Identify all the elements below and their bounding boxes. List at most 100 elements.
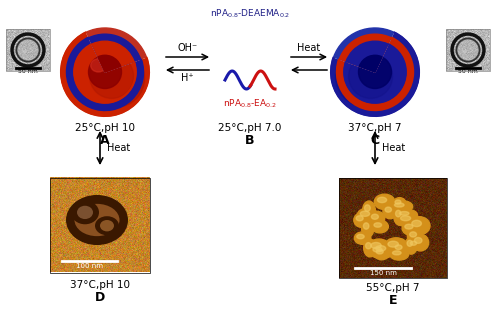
Text: C: C <box>370 134 380 147</box>
Text: 25°C,pH 7.0: 25°C,pH 7.0 <box>218 123 282 133</box>
Ellipse shape <box>74 204 120 236</box>
Text: 25°C,pH 10: 25°C,pH 10 <box>75 123 135 133</box>
Ellipse shape <box>66 195 128 245</box>
Ellipse shape <box>372 220 388 233</box>
Text: A: A <box>100 134 110 147</box>
Ellipse shape <box>336 46 397 107</box>
Ellipse shape <box>408 229 422 244</box>
Ellipse shape <box>72 200 122 240</box>
Text: Heat: Heat <box>107 143 130 153</box>
Ellipse shape <box>385 207 392 212</box>
Ellipse shape <box>383 204 397 219</box>
Text: Heat: Heat <box>382 143 405 153</box>
Ellipse shape <box>372 243 394 258</box>
Ellipse shape <box>374 194 395 210</box>
Wedge shape <box>86 28 146 72</box>
Ellipse shape <box>90 55 134 98</box>
Ellipse shape <box>61 28 149 116</box>
Ellipse shape <box>394 203 404 207</box>
Ellipse shape <box>364 239 376 257</box>
Ellipse shape <box>344 41 406 103</box>
Text: E: E <box>389 294 397 307</box>
Text: nPA$_{0.8}$-EA$_{0.2}$: nPA$_{0.8}$-EA$_{0.2}$ <box>223 98 277 111</box>
Ellipse shape <box>90 59 106 72</box>
Ellipse shape <box>364 205 370 211</box>
Bar <box>339 178 447 278</box>
Text: 150 nm: 150 nm <box>370 270 396 276</box>
Text: D: D <box>95 291 105 304</box>
Bar <box>6 29 50 71</box>
Ellipse shape <box>410 241 416 245</box>
Ellipse shape <box>412 234 428 251</box>
Wedge shape <box>328 23 396 72</box>
Ellipse shape <box>368 239 390 256</box>
Wedge shape <box>340 34 391 72</box>
Ellipse shape <box>100 220 114 231</box>
Text: 37°C,pH 10: 37°C,pH 10 <box>70 280 130 290</box>
Ellipse shape <box>410 232 416 237</box>
Ellipse shape <box>395 245 402 249</box>
Wedge shape <box>89 34 141 72</box>
Ellipse shape <box>373 247 382 252</box>
Ellipse shape <box>408 217 430 235</box>
Ellipse shape <box>357 234 364 239</box>
Wedge shape <box>334 28 394 72</box>
Ellipse shape <box>360 57 376 69</box>
Ellipse shape <box>400 216 410 221</box>
Text: 50 nm: 50 nm <box>18 69 38 74</box>
Ellipse shape <box>396 210 417 220</box>
Ellipse shape <box>362 219 374 237</box>
Ellipse shape <box>357 208 378 223</box>
Ellipse shape <box>95 216 119 235</box>
Ellipse shape <box>412 220 422 227</box>
Ellipse shape <box>371 243 381 249</box>
Ellipse shape <box>88 55 122 88</box>
Ellipse shape <box>396 210 401 217</box>
Ellipse shape <box>374 247 390 260</box>
Ellipse shape <box>362 201 376 220</box>
Ellipse shape <box>397 213 419 227</box>
Ellipse shape <box>393 197 406 210</box>
Ellipse shape <box>358 55 392 88</box>
Text: 100 nm: 100 nm <box>76 263 103 269</box>
Ellipse shape <box>402 222 420 235</box>
Text: Heat: Heat <box>298 43 320 53</box>
Ellipse shape <box>388 241 398 247</box>
Wedge shape <box>84 23 152 72</box>
Circle shape <box>457 39 479 61</box>
Ellipse shape <box>360 211 370 217</box>
Ellipse shape <box>344 47 375 71</box>
Ellipse shape <box>76 48 107 70</box>
Ellipse shape <box>395 200 401 204</box>
Ellipse shape <box>67 34 143 110</box>
Ellipse shape <box>77 206 93 219</box>
Ellipse shape <box>376 249 383 254</box>
Wedge shape <box>92 41 134 72</box>
Text: 37°C,pH 7: 37°C,pH 7 <box>348 123 402 133</box>
Ellipse shape <box>394 207 406 225</box>
Circle shape <box>17 39 39 61</box>
Ellipse shape <box>331 28 419 116</box>
Ellipse shape <box>400 211 409 215</box>
Ellipse shape <box>71 201 99 224</box>
Text: 55°C,pH 7: 55°C,pH 7 <box>366 283 420 293</box>
Ellipse shape <box>414 237 422 243</box>
Ellipse shape <box>372 214 378 219</box>
Text: OH⁻: OH⁻ <box>178 43 198 53</box>
Ellipse shape <box>374 223 382 227</box>
Ellipse shape <box>393 242 408 256</box>
Ellipse shape <box>391 201 412 212</box>
Bar <box>446 29 490 71</box>
Ellipse shape <box>364 223 369 229</box>
Ellipse shape <box>337 34 413 110</box>
Bar <box>50 178 150 273</box>
Ellipse shape <box>356 216 363 221</box>
Text: nPA$_{0.8}$-DEAEMA$_{0.2}$: nPA$_{0.8}$-DEAEMA$_{0.2}$ <box>210 7 290 20</box>
Ellipse shape <box>88 50 144 107</box>
Ellipse shape <box>407 240 412 246</box>
Text: B: B <box>245 134 255 147</box>
Wedge shape <box>360 55 382 72</box>
Text: H⁺: H⁺ <box>181 73 194 83</box>
Ellipse shape <box>392 251 401 255</box>
Ellipse shape <box>366 243 371 249</box>
